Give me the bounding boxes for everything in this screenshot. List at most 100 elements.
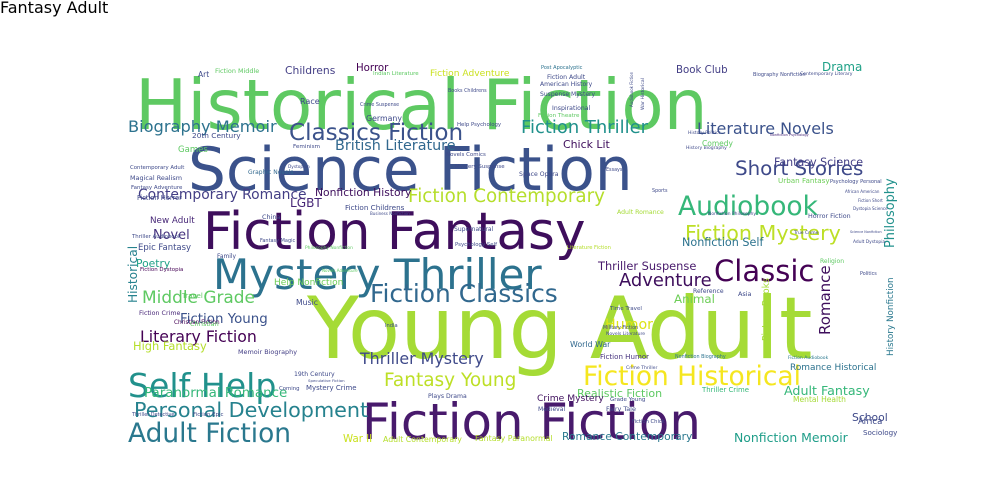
word-67: LGBT: [290, 196, 322, 211]
word-26: Biography Memoir: [128, 116, 277, 136]
word-111: History Biography: [686, 146, 727, 152]
word-33: Nonfiction Memoir: [734, 429, 848, 445]
word-106: Help Psychology: [457, 121, 502, 128]
word-117: Fiction Short: [858, 197, 883, 203]
word-154: Africa: [858, 417, 883, 427]
word-35: Thriller Suspense: [598, 258, 697, 273]
word-118: Dystopia Science: [853, 205, 888, 211]
word-122: Religion: [820, 258, 845, 265]
word-27: British Literature: [335, 138, 456, 155]
word-139: India: [385, 322, 398, 329]
word-21: Middle Grade: [142, 287, 255, 308]
word-110: Space Opera: [519, 171, 559, 178]
word-146: Crime Thriller: [626, 366, 658, 372]
word-152: Dystopian: [288, 164, 310, 170]
word-28: Contemporary Romance: [138, 186, 307, 203]
word-2: Science Fiction: [188, 136, 633, 205]
word-49: Epic Fantasy: [138, 242, 192, 253]
word-147: Germany: [366, 113, 402, 123]
word-25: Fiction Young: [180, 312, 268, 327]
word-119: Nonfiction Philosophy: [708, 212, 756, 218]
word-0: Young Adult: [307, 279, 813, 379]
word-84: Christian Fiction: [174, 320, 220, 327]
word-105: History Politics: [688, 131, 721, 137]
word-36: Novel: [153, 228, 190, 244]
word-136: Travel: [182, 292, 203, 301]
word-16: Short Stories: [735, 156, 864, 180]
word-104: Audiobook Fiction: [629, 71, 634, 107]
word-80: Fantasy Adventure: [131, 184, 183, 191]
word-125: Psychology Self: [455, 241, 497, 248]
word-127: Supernatural: [454, 226, 494, 233]
word-76: Graphic Novels: [248, 169, 294, 177]
word-9: Classic: [714, 254, 815, 289]
word-44: Nonfiction History: [315, 186, 412, 200]
word-75: Fiction Audiobook: [788, 356, 829, 362]
word-20: Fantasy Young: [384, 369, 517, 391]
word-98: Books Childrens: [448, 89, 487, 94]
word-62: Fiction Adventure: [430, 68, 510, 79]
word-138: Music: [296, 297, 319, 307]
word-60: World War: [570, 339, 611, 349]
word-46: Horror: [356, 62, 389, 74]
word-135: Family: [217, 254, 237, 261]
word-18: Literature Novels: [697, 118, 834, 138]
word-15: Fiction Contemporary: [408, 186, 605, 207]
word-126: Philosophy Nonfiction: [305, 246, 353, 252]
word-77: Magical Realism: [130, 173, 182, 182]
word-57: Thriller Crime: [702, 386, 750, 395]
word-4: Fiction Fiction: [362, 393, 701, 452]
word-59: Picture Books: [760, 278, 772, 341]
word-23: Thriller Mystery: [360, 349, 484, 368]
word-89: Speculative Fiction: [308, 377, 345, 383]
word-14: Personal Development: [134, 398, 369, 422]
word-93: Fiction Adult: [547, 73, 586, 81]
word-48: Book Club: [676, 64, 728, 76]
word-43: Fantasy Science: [774, 155, 864, 169]
word-11: Classics Fiction: [289, 120, 464, 147]
word-24: Paranormal Romance: [144, 386, 288, 401]
word-151: Novels Adventure: [322, 267, 358, 273]
word-30: Humor: [605, 317, 653, 334]
word-56: Mental Health: [793, 394, 846, 404]
word-140: Fairy Tale: [606, 404, 636, 413]
word-149: China: [262, 212, 281, 221]
word-134: True Crime: [794, 231, 819, 237]
word-115: African American: [845, 188, 880, 194]
word-92: Indian Literature: [373, 70, 419, 77]
word-99: Inspirational: [552, 104, 591, 112]
word-143: Medieval: [538, 406, 566, 413]
word-52: Memoir Biography: [238, 347, 298, 356]
word-53: Horror Fiction: [808, 212, 851, 220]
word-71: Historical: [125, 245, 140, 303]
word-66: Nonfiction Psychology: [770, 133, 809, 138]
word-61: Fiction Humor: [600, 352, 650, 362]
word-100: Fiction Theatre: [538, 113, 580, 120]
word-68: Help Nonfiction: [274, 277, 344, 288]
word-54: Urban Fantasy: [778, 176, 830, 186]
word-155: Sociology: [863, 428, 898, 438]
word-148: Race: [300, 97, 320, 107]
word-130: Military Fiction: [603, 326, 639, 331]
word-45: Childrens: [285, 64, 336, 78]
word-8: Audiobook: [678, 191, 818, 223]
word-79: Contemporary Adult: [130, 164, 185, 171]
word-73: War II: [343, 433, 373, 445]
word-13: Adult Fiction: [128, 418, 291, 450]
word-55: School: [852, 411, 888, 425]
word-145: Games: [178, 145, 208, 155]
word-12: Fiction Mystery: [685, 221, 841, 246]
word-90: 19th Century: [294, 370, 335, 378]
word-128: Business Nonfiction: [370, 210, 410, 216]
word-83: Fiction Dystopia: [140, 266, 184, 273]
word-78: Fiction Horror: [137, 193, 182, 202]
word-7: Fiction Historical: [583, 361, 801, 393]
word-129: Novels Literature: [606, 332, 646, 338]
word-94: American History: [540, 81, 593, 88]
word-109: Novels Comics: [446, 151, 486, 158]
word-22: Adult Fantasy: [784, 382, 870, 398]
word-91: Fiction Middle: [215, 66, 260, 75]
word-123: Politics: [860, 272, 877, 277]
word-65: Fantasy Paranormal: [475, 433, 553, 443]
